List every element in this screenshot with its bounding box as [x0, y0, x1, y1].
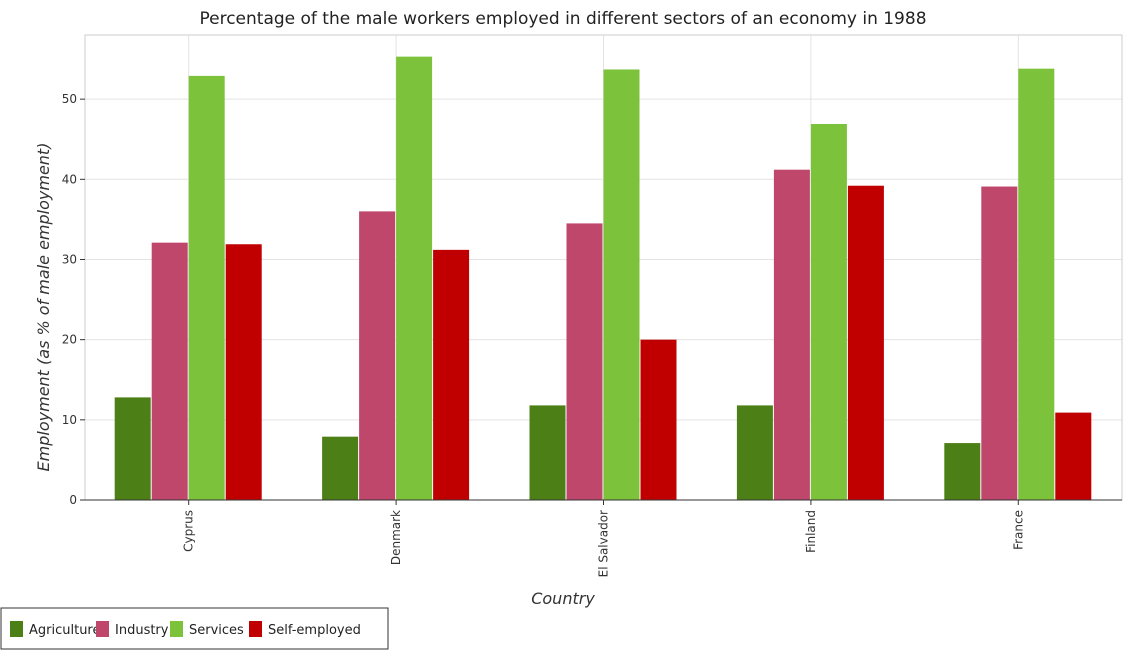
x-axis-label: Country — [531, 589, 595, 608]
y-tick-label: 10 — [62, 413, 77, 427]
bar-agriculture-cyprus — [114, 397, 151, 500]
x-tick-label: Finland — [804, 510, 818, 553]
bar-self-employed-finland — [847, 185, 884, 501]
y-tick-label: 50 — [62, 92, 77, 106]
x-axis-ticks: Cyprus Denmark El Salvador Finland France — [182, 500, 1025, 577]
bar-industry-denmark — [359, 211, 396, 500]
bar-self-employed-el-salvador — [640, 339, 677, 500]
bar-services-finland — [810, 123, 847, 500]
y-tick-label: 40 — [62, 172, 77, 186]
bar-services-denmark — [396, 56, 433, 501]
y-tick-label: 30 — [62, 252, 77, 266]
bar-agriculture-france — [944, 443, 981, 500]
bar-services-france — [1018, 68, 1055, 500]
bar-industry-cyprus — [151, 242, 188, 500]
legend-swatch — [249, 621, 262, 637]
legend-label: Agriculture — [29, 623, 101, 638]
bar-industry-france — [981, 186, 1018, 500]
legend-box — [0, 607, 389, 650]
bar-self-employed-cyprus — [225, 244, 262, 500]
legend-swatch — [96, 621, 109, 637]
chart-title: Percentage of the male workers employed … — [199, 9, 926, 29]
bar-self-employed-france — [1055, 412, 1092, 500]
legend-label: Self-employed — [268, 623, 361, 638]
y-axis-ticks: 0 10 20 30 40 50 — [62, 92, 85, 507]
legend-swatch — [170, 621, 183, 637]
bar-agriculture-finland — [736, 405, 773, 500]
bar-agriculture-el-salvador — [529, 405, 566, 500]
x-tick-label: Cyprus — [182, 510, 196, 552]
legend-label: Industry — [115, 623, 169, 638]
bar-industry-finland — [773, 169, 810, 501]
bar-industry-el-salvador — [566, 223, 603, 501]
y-tick-label: 0 — [69, 493, 77, 507]
x-tick-label: France — [1011, 510, 1025, 550]
legend-swatch — [10, 621, 23, 637]
y-axis-label: Employment (as % of male employment) — [34, 143, 53, 472]
legend: Agriculture Industry Services Self-employed — [0, 607, 389, 650]
bars — [85, 56, 1122, 501]
bar-services-el-salvador — [603, 69, 640, 501]
y-tick-label: 20 — [62, 333, 77, 347]
x-tick-label: El Salvador — [597, 510, 611, 577]
bar-self-employed-denmark — [433, 249, 470, 500]
bar-agriculture-denmark — [322, 436, 359, 500]
bar-services-cyprus — [188, 75, 225, 500]
x-tick-label: Denmark — [389, 510, 403, 565]
legend-label: Services — [189, 623, 244, 638]
